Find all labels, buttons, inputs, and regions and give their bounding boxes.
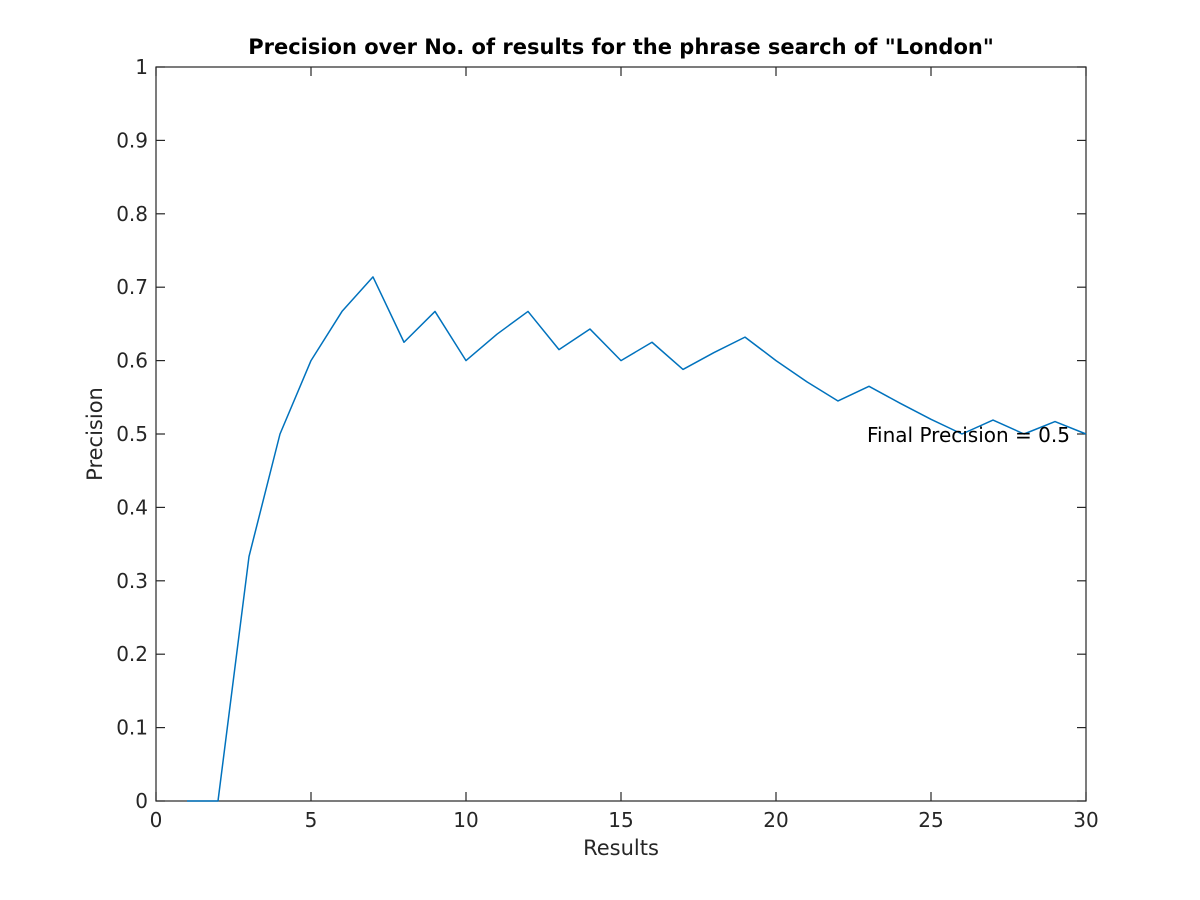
x-tick-label: 10 bbox=[453, 808, 478, 832]
x-tick-label: 20 bbox=[763, 808, 788, 832]
y-axis-ticks: 0 0.1 0.2 0.3 0.4 0.5 0.6 0.7 0.8 0.9 1 bbox=[116, 55, 1086, 813]
x-axis-label: Results bbox=[583, 836, 659, 860]
y-tick-label: 0.5 bbox=[116, 422, 148, 446]
y-tick-label: 0.7 bbox=[116, 275, 148, 299]
y-tick-label: 0.2 bbox=[116, 642, 148, 666]
plot-area bbox=[155, 66, 1087, 802]
precision-series-line bbox=[187, 276, 1087, 802]
y-tick-label: 0.1 bbox=[116, 716, 148, 740]
final-precision-annotation: Final Precision = 0.5 bbox=[867, 423, 1070, 447]
x-axis-ticks: 0 5 10 15 20 25 30 bbox=[150, 67, 1099, 832]
series-layer bbox=[187, 276, 1087, 802]
y-tick-label: 0.8 bbox=[116, 202, 148, 226]
y-tick-label: 0 bbox=[135, 789, 148, 813]
y-tick-label: 0.9 bbox=[116, 128, 148, 152]
y-tick-label: 0.6 bbox=[116, 349, 148, 373]
x-tick-label: 25 bbox=[918, 808, 943, 832]
x-tick-label: 5 bbox=[305, 808, 318, 832]
x-tick-label: 30 bbox=[1073, 808, 1098, 832]
x-tick-label: 15 bbox=[608, 808, 633, 832]
x-tick-label: 0 bbox=[150, 808, 163, 832]
y-tick-label: 0.3 bbox=[116, 569, 148, 593]
y-tick-label: 0.4 bbox=[116, 495, 148, 519]
y-axis-label: Precision bbox=[83, 387, 107, 481]
chart-title: Precision over No. of results for the ph… bbox=[248, 35, 994, 59]
annotation-layer: Final Precision = 0.5 bbox=[867, 423, 1070, 447]
y-tick-label: 1 bbox=[135, 55, 148, 79]
